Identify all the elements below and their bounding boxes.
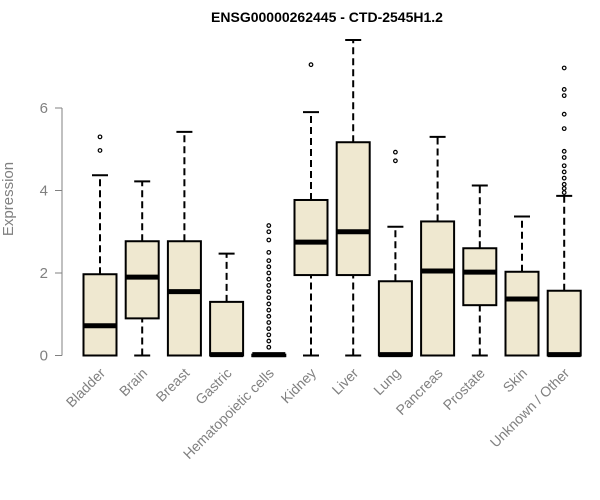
x-tick-label: Pancreas	[393, 365, 446, 418]
outlier-point	[266, 289, 272, 294]
x-tick-label: Breast	[153, 365, 193, 405]
x-tick-label: Brain	[116, 365, 150, 399]
x-tick-label: Liver	[329, 365, 362, 398]
outlier-point	[266, 282, 272, 288]
x-tick-label: Prostate	[440, 365, 488, 413]
box-rect	[420, 220, 456, 357]
outlier-point	[561, 181, 567, 187]
outlier-point	[266, 307, 272, 313]
outlier-point	[561, 186, 567, 191]
x-tick-label: Kidney	[278, 365, 320, 407]
box-8	[420, 135, 456, 357]
outlier-point	[266, 326, 272, 332]
outlier-point	[561, 126, 567, 132]
outlier-point	[561, 87, 567, 92]
y-tick-label: 2	[40, 265, 48, 282]
box-rect	[335, 141, 371, 277]
outlier-point	[266, 276, 272, 282]
box-rect	[209, 300, 245, 357]
box-3	[209, 252, 245, 358]
outlier-point	[266, 229, 272, 235]
y-tick-label: 0	[40, 348, 48, 365]
outlier-point	[266, 223, 272, 228]
box-rect	[293, 198, 329, 277]
outlier-point	[97, 134, 103, 140]
boxes	[82, 38, 582, 358]
outlier-point	[561, 111, 567, 117]
box-rect	[377, 280, 413, 357]
outlier-point	[266, 270, 272, 276]
outlier-point	[561, 148, 567, 154]
outlier-point	[561, 155, 567, 160]
y-axis: 0 2 4 6	[40, 100, 63, 365]
box-rect	[82, 273, 118, 357]
outlier-point	[266, 344, 272, 350]
outlier-point	[266, 264, 272, 270]
outlier-point	[266, 313, 272, 319]
box-1	[124, 180, 160, 357]
box-7	[377, 149, 413, 358]
outlier-point	[266, 258, 272, 264]
outlier-point	[393, 149, 398, 155]
outlier-point	[561, 93, 567, 99]
x-tick-label: Skin	[500, 365, 531, 396]
outlier-point	[266, 338, 272, 344]
y-tick-label: 6	[40, 100, 48, 117]
box-rect	[504, 270, 540, 357]
outlier-point	[266, 295, 272, 301]
y-axis-label: Expression	[0, 162, 17, 236]
box-rect	[124, 240, 160, 320]
box-9	[462, 184, 498, 357]
outlier-point	[561, 163, 567, 169]
outlier-point	[561, 190, 567, 195]
outlier-point	[266, 332, 272, 338]
box-4	[251, 223, 287, 358]
x-tick-label: Bladder	[63, 365, 109, 411]
outlier-point	[266, 320, 272, 325]
outlier-point	[561, 169, 567, 175]
chart-title: ENSG00000262445 - CTD-2545H1.2	[211, 9, 443, 25]
box-5	[293, 62, 329, 357]
outlier-point	[561, 65, 567, 71]
outlier-point	[266, 237, 272, 243]
x-tick-label: Unknown / Other	[487, 365, 573, 451]
box-11	[546, 65, 582, 358]
box-6	[335, 38, 371, 357]
box-2	[166, 130, 202, 357]
box-rect	[166, 240, 202, 357]
y-tick-label: 4	[40, 183, 48, 200]
outlier-point	[266, 301, 272, 307]
x-tick-label: Lung	[370, 365, 403, 398]
outlier-point	[308, 62, 314, 68]
box-rect	[462, 247, 498, 307]
outlier-point	[393, 158, 398, 164]
box-0	[82, 134, 118, 357]
outlier-point	[561, 175, 567, 181]
outlier-point	[97, 148, 103, 153]
outlier-point	[266, 249, 272, 255]
box-rect	[546, 289, 582, 357]
box-10	[504, 215, 540, 357]
